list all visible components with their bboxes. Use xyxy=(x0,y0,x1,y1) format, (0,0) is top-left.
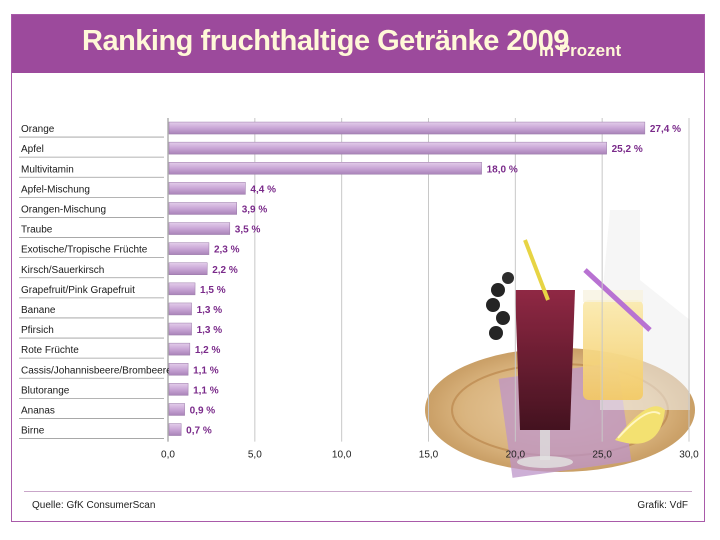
bar xyxy=(168,282,196,296)
category-label: Multivitamin xyxy=(21,164,74,175)
category-label: Ananas xyxy=(21,405,55,416)
chart-frame: Ranking fruchthaltige Getränke 2009 in P… xyxy=(11,14,705,522)
bar xyxy=(168,342,191,356)
bar xyxy=(168,322,192,336)
bar xyxy=(168,222,231,235)
x-tick-label: 0,0 xyxy=(161,450,175,461)
bar xyxy=(168,162,482,175)
bar xyxy=(168,182,246,195)
category-label: Birne xyxy=(21,426,45,437)
data-label: 0,7 % xyxy=(186,426,212,437)
data-label: 3,9 % xyxy=(242,204,268,215)
category-label: Banane xyxy=(21,305,56,316)
chart-title: Ranking fruchthaltige Getränke 2009 xyxy=(82,25,569,57)
data-label: 3,5 % xyxy=(235,225,261,236)
bar xyxy=(168,262,208,275)
bar xyxy=(168,302,192,316)
x-tick-label: 5,0 xyxy=(248,450,262,461)
category-label: Rote Früchte xyxy=(21,345,79,356)
data-label: 1,2 % xyxy=(195,345,221,356)
bar xyxy=(168,121,646,135)
x-tick-label: 25,0 xyxy=(592,450,612,461)
category-label: Orangen-Mischung xyxy=(21,204,106,215)
drinks-photo xyxy=(425,210,695,478)
source-note: Quelle: GfK ConsumerScan xyxy=(32,500,156,511)
footer-divider xyxy=(24,491,692,492)
category-label: Grapefruit/Pink Grapefruit xyxy=(21,285,135,296)
bar xyxy=(168,141,607,155)
category-label: Apfel-Mischung xyxy=(21,184,90,195)
data-label: 18,0 % xyxy=(487,164,518,175)
bar xyxy=(168,403,185,416)
category-label: Kirsch/Sauerkirsch xyxy=(21,265,104,276)
x-tick-label: 20,0 xyxy=(506,450,526,461)
x-tick-label: 15,0 xyxy=(419,450,439,461)
x-tick-label: 10,0 xyxy=(332,450,352,461)
data-label: 1,5 % xyxy=(200,285,226,296)
data-label: 2,3 % xyxy=(214,245,240,256)
category-label: Blutorange xyxy=(21,385,70,396)
data-label: 0,9 % xyxy=(190,405,216,416)
chart-subtitle: in Prozent xyxy=(539,41,622,60)
data-label: 27,4 % xyxy=(650,124,681,135)
x-tick-label: 30,0 xyxy=(679,450,699,461)
category-label: Orange xyxy=(21,124,55,135)
bar xyxy=(168,383,189,396)
bar xyxy=(168,242,210,255)
data-label: 1,3 % xyxy=(197,325,223,336)
data-label: 2,2 % xyxy=(212,265,238,276)
category-label: Apfel xyxy=(21,144,44,155)
bar xyxy=(168,202,237,215)
data-label: 4,4 % xyxy=(250,184,276,195)
bar xyxy=(168,423,182,436)
header-banner: Ranking fruchthaltige Getränke 2009 in P… xyxy=(12,15,704,73)
data-label: 1,1 % xyxy=(193,365,219,376)
graphic-credit: Grafik: VdF xyxy=(637,500,688,511)
category-label: Exotische/Tropische Früchte xyxy=(21,245,148,256)
data-label: 25,2 % xyxy=(612,144,643,155)
category-label: Pfirsich xyxy=(21,325,54,336)
category-label: Traube xyxy=(21,225,53,236)
data-label: 1,1 % xyxy=(193,385,219,396)
category-label: Cassis/Johannisbeere/Brombeere xyxy=(21,365,172,376)
bar xyxy=(168,363,189,376)
data-label: 1,3 % xyxy=(197,305,223,316)
